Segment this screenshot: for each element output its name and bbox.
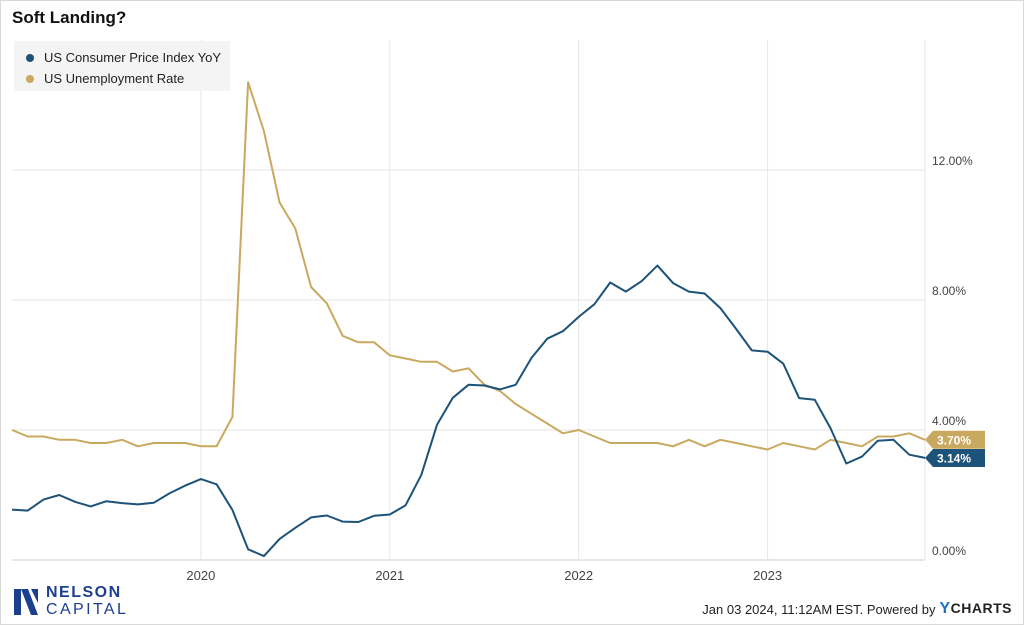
tick-labels: 0.00% 4.00% 8.00% 12.00% 2020 2021 2022 2023: [186, 154, 973, 583]
x-tick-label: 2021: [375, 568, 404, 583]
gridlines: [12, 40, 926, 561]
logo-line1: NELSON: [46, 584, 122, 601]
series-lines: [11, 81, 926, 558]
legend-label-cpi: US Consumer Price Index YoY: [44, 50, 222, 65]
nelson-capital-logo: NELSON CAPITAL: [12, 585, 128, 618]
end-label-text: 3.14%: [937, 451, 971, 465]
nelson-capital-logo-mark-icon: [14, 588, 38, 615]
y-tick-label: 4.00%: [932, 414, 966, 428]
series-line-unemployment: [11, 81, 926, 451]
y-tick-label: 8.00%: [932, 284, 966, 298]
end-label-text: 3.70%: [937, 433, 971, 447]
y-tick-label: 12.00%: [932, 154, 973, 168]
legend-dot-unemployment: [26, 74, 34, 83]
legend-item-cpi[interactable]: US Consumer Price Index YoY: [14, 47, 230, 68]
x-tick-label: 2022: [564, 568, 593, 583]
legend: US Consumer Price Index YoY US Unemploym…: [14, 41, 230, 91]
footer-timestamp: Jan 03 2024, 11:12AM EST. Powered by: [702, 601, 936, 617]
ycharts-brand-y: Y: [939, 600, 951, 617]
x-tick-label: 2020: [186, 568, 215, 583]
ycharts-brand[interactable]: YCHARTS: [939, 600, 1012, 618]
logo-line2: CAPITAL: [46, 601, 129, 618]
end-label-tag: [925, 430, 985, 449]
end-labels: 3.14% 3.70%: [925, 430, 985, 467]
y-tick-label: 0.00%: [932, 544, 966, 558]
chart-title: Soft Landing?: [12, 8, 127, 27]
legend-label-unemployment: US Unemployment Rate: [44, 71, 185, 86]
legend-item-unemployment[interactable]: US Unemployment Rate: [14, 68, 230, 89]
legend-dot-cpi: [26, 53, 34, 62]
end-label-unemployment: 3.70%: [925, 430, 985, 449]
ycharts-brand-rest: CHARTS: [950, 600, 1012, 616]
end-label-cpi: 3.14%: [925, 448, 985, 467]
end-label-tag: [925, 448, 985, 467]
series-line-cpi: [11, 264, 926, 558]
x-tick-label: 2023: [753, 568, 782, 583]
footer: Jan 03 2024, 11:12AM EST. Powered by YCH…: [702, 600, 1012, 618]
